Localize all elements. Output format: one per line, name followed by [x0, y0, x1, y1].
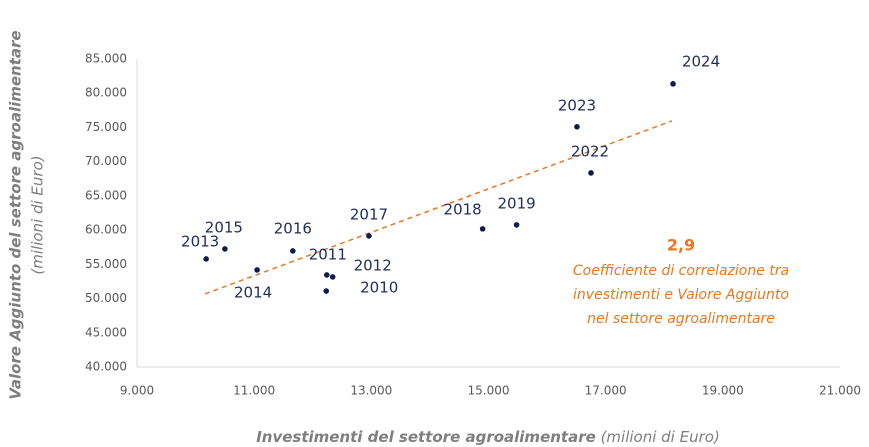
- annotation-text: investimenti e Valore Aggiunto: [573, 287, 789, 303]
- point: [670, 81, 676, 87]
- point-label: 2010: [360, 279, 398, 297]
- point: [203, 256, 209, 262]
- point: [366, 233, 372, 239]
- y-axis-unit: (milioni di Euro): [29, 155, 47, 274]
- x-tick-label: 17.000: [585, 384, 627, 398]
- x-tick-label: 9.000: [120, 384, 154, 398]
- x-axis-title: Investimenti del settore agroalimentare …: [256, 428, 720, 446]
- point-label: 2024: [682, 52, 720, 70]
- point-label: 2022: [571, 142, 609, 160]
- point: [222, 246, 228, 252]
- point-label: 2013: [181, 232, 219, 250]
- point-label: 2023: [558, 96, 596, 114]
- point-label: 2016: [274, 219, 312, 237]
- point: [479, 226, 486, 232]
- point-label: 2015: [205, 218, 243, 236]
- y-tick-label: 75.000: [85, 120, 127, 134]
- x-axis-title-main: Investimenti del settore agroalimentare: [256, 428, 596, 446]
- y-tick-label: 80.000: [85, 86, 127, 100]
- point: [324, 272, 330, 278]
- point-label: 2014: [234, 283, 272, 301]
- point: [290, 248, 296, 254]
- point: [574, 124, 580, 130]
- point: [513, 222, 520, 228]
- x-tick-label: 21.000: [819, 384, 861, 398]
- point-label: 2011: [309, 245, 347, 263]
- annotation-text: Coefficiente di correlazione tra: [573, 263, 789, 279]
- x-tick-label: 15.000: [468, 384, 510, 398]
- x-tick-label: 11.000: [233, 384, 275, 398]
- y-tick-label: 40.000: [85, 360, 127, 374]
- y-tick-label: 65.000: [85, 188, 127, 202]
- point: [329, 274, 336, 280]
- point-label: 2018: [444, 200, 482, 218]
- y-tick-label: 45.000: [85, 325, 127, 339]
- y-tick-label: 50.000: [85, 291, 127, 305]
- trendline: [204, 120, 673, 295]
- y-axis-title: Valore Aggiunto del settore agroalimenta…: [7, 30, 25, 399]
- point-label: 2019: [498, 194, 536, 212]
- x-axis-title-unit: (milioni di Euro): [601, 428, 720, 446]
- y-tick-label: 60.000: [85, 223, 127, 237]
- y-tick-label: 55.000: [85, 257, 127, 271]
- x-tick-label: 13.000: [350, 384, 392, 398]
- annotation-value: 2,9: [667, 236, 695, 255]
- point: [323, 288, 330, 294]
- point-label: 2017: [350, 205, 388, 223]
- annotation-text: nel settore agroalimentare: [587, 311, 775, 327]
- point: [588, 170, 594, 176]
- y-tick-label: 70.000: [85, 154, 127, 168]
- point-label: 2012: [354, 256, 392, 274]
- point: [254, 267, 260, 273]
- y-tick-label: 85.000: [85, 52, 127, 66]
- x-tick-label: 19.000: [702, 384, 744, 398]
